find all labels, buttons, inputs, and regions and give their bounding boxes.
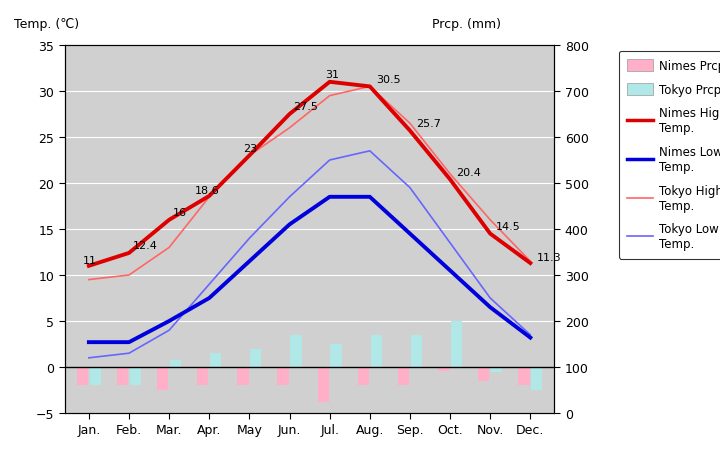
Text: Prcp. (mm): Prcp. (mm) — [432, 18, 501, 31]
Text: 12.4: 12.4 — [133, 241, 158, 251]
Bar — [438, 367, 449, 371]
Text: 30.5: 30.5 — [376, 75, 400, 84]
Bar — [197, 367, 209, 386]
Bar — [290, 335, 302, 367]
Bar — [358, 367, 369, 386]
Bar — [238, 367, 248, 386]
Bar — [170, 360, 181, 367]
Bar — [77, 367, 88, 386]
Bar — [398, 367, 409, 386]
Text: 20.4: 20.4 — [456, 168, 481, 177]
Bar — [157, 367, 168, 390]
Bar — [531, 367, 542, 390]
Bar — [491, 367, 503, 372]
Text: 14.5: 14.5 — [496, 222, 521, 231]
Bar — [410, 335, 422, 367]
Bar — [90, 367, 101, 386]
Bar — [130, 367, 141, 386]
Bar — [210, 353, 221, 367]
Bar — [518, 367, 529, 386]
Legend: Nimes Prcp., Tokyo Prcp., Nimes High
Temp., Nimes Low
Temp., Tokyo High
Temp., T: Nimes Prcp., Tokyo Prcp., Nimes High Tem… — [619, 52, 720, 259]
Text: Temp. (℃): Temp. (℃) — [14, 18, 79, 31]
Text: 23: 23 — [243, 144, 258, 153]
Text: 31: 31 — [325, 70, 340, 80]
Text: 16: 16 — [173, 208, 187, 218]
Text: 27.5: 27.5 — [294, 102, 318, 112]
Text: 11.3: 11.3 — [536, 253, 561, 263]
Text: 25.7: 25.7 — [416, 119, 441, 129]
Text: 18.6: 18.6 — [195, 186, 220, 196]
Bar — [251, 349, 261, 367]
Bar — [478, 367, 490, 381]
Bar — [330, 344, 342, 367]
Text: 11: 11 — [83, 256, 97, 265]
Bar — [371, 335, 382, 367]
Bar — [277, 367, 289, 386]
Bar — [451, 321, 462, 367]
Bar — [117, 367, 128, 386]
Bar — [318, 367, 329, 402]
